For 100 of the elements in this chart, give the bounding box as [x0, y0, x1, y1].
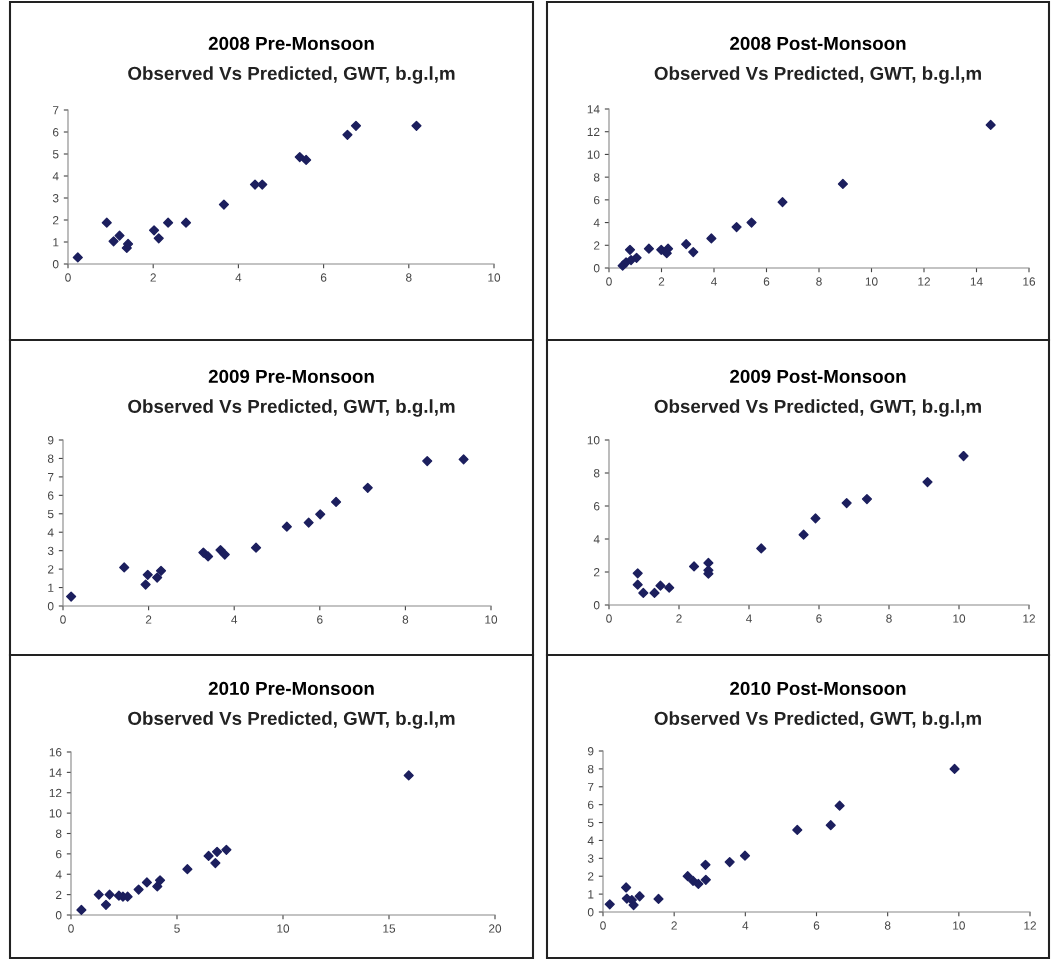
x-tick-label: 10	[953, 614, 966, 623]
y-tick-label: 4	[55, 870, 62, 879]
x-tick-label: 0	[600, 921, 606, 930]
x-tick-label: 14	[970, 277, 983, 286]
x-tick-label: 8	[886, 614, 892, 623]
y-tick-label: 10	[587, 436, 600, 445]
y-tick-label: 9	[587, 747, 594, 756]
y-tick-label: 4	[587, 836, 594, 845]
chart-title: 2009 Pre-Monsoon	[208, 369, 374, 384]
y-tick-label: 7	[48, 473, 54, 482]
y-tick-label: 10	[49, 809, 62, 818]
y-tick-label: 0	[593, 601, 600, 610]
y-tick-label: 5	[47, 509, 54, 519]
chart-title: 2010 Post-Monsoon	[730, 681, 906, 696]
x-tick-label: 0	[65, 273, 71, 282]
x-tick-label: 10	[953, 921, 965, 930]
y-tick-label: 8	[593, 469, 600, 478]
chart-title: 2008 Pre-Monsoon	[208, 36, 374, 51]
x-tick-label: 4	[742, 921, 749, 930]
y-tick-label: 7	[588, 782, 594, 792]
x-tick-label: 10	[485, 615, 498, 624]
y-tick-label: 0	[55, 911, 62, 920]
x-tick-label: 6	[763, 277, 770, 286]
y-tick-label: 0	[52, 260, 59, 269]
x-tick-label: 15	[383, 924, 396, 933]
y-tick-label: 4	[593, 535, 600, 544]
x-tick-label: 0	[606, 614, 612, 623]
x-tick-label: 0	[68, 924, 74, 933]
y-tick-label: 0	[587, 908, 594, 917]
x-tick-label: 5	[174, 924, 180, 933]
y-tick-label: 4	[52, 172, 59, 181]
chart-title: 2009 Post-Monsoon	[730, 369, 906, 384]
x-tick-label: 10	[277, 924, 290, 933]
y-tick-label: 12	[587, 127, 600, 136]
x-tick-label: 0	[606, 277, 612, 286]
y-tick-label: 10	[587, 150, 600, 159]
x-tick-label: 10	[865, 277, 878, 286]
x-tick-label: 4	[231, 615, 238, 624]
chart-subtitle: Observed Vs Predicted, GWT, b.g.l,m	[128, 66, 455, 84]
chart-subtitle: Observed Vs Predicted, GWT, b.g.l,m	[128, 711, 455, 729]
y-tick-label: 0	[593, 264, 600, 273]
x-tick-label: 6	[813, 921, 820, 930]
x-tick-label: 10	[488, 273, 501, 282]
y-tick-label: 3	[52, 194, 59, 203]
y-tick-label: 2	[594, 241, 600, 250]
y-tick-label: 7	[53, 106, 59, 115]
y-tick-label: 8	[587, 764, 594, 774]
x-tick-label: 6	[317, 615, 323, 624]
x-tick-label: 20	[489, 924, 502, 933]
y-tick-label: 8	[47, 454, 54, 463]
chart-title: 2010 Pre-Monsoon	[208, 681, 374, 696]
y-tick-label: 2	[56, 890, 62, 899]
x-tick-label: 8	[406, 273, 412, 282]
y-tick-label: 14	[587, 105, 600, 114]
y-tick-label: 6	[588, 800, 594, 810]
x-tick-label: 4	[710, 277, 717, 286]
x-tick-label: 2	[658, 277, 665, 286]
y-tick-label: 8	[55, 829, 62, 838]
y-tick-label: 1	[53, 238, 59, 247]
y-tick-label: 2	[594, 568, 600, 577]
x-tick-label: 8	[816, 277, 822, 286]
y-tick-label: 12	[49, 788, 62, 798]
y-tick-label: 16	[49, 748, 62, 757]
x-tick-label: 6	[320, 273, 327, 282]
y-tick-label: 2	[48, 565, 54, 574]
y-tick-label: 6	[53, 128, 59, 137]
x-tick-label: 12	[1023, 614, 1035, 623]
chart-title: 2008 Post-Monsoon	[730, 36, 906, 51]
y-tick-label: 1	[48, 583, 54, 592]
y-tick-label: 0	[47, 602, 54, 611]
y-tick-label: 6	[594, 195, 600, 205]
y-tick-label: 1	[588, 890, 594, 899]
y-tick-label: 8	[593, 173, 600, 182]
y-tick-label: 9	[47, 436, 54, 445]
y-tick-label: 2	[588, 872, 594, 881]
x-tick-label: 12	[918, 277, 930, 286]
y-tick-label: 4	[593, 218, 600, 227]
x-tick-label: 16	[1023, 277, 1036, 286]
x-tick-label: 2	[676, 614, 682, 623]
chart-subtitle: Observed Vs Predicted, GWT, b.g.l,m	[654, 711, 981, 729]
x-tick-label: 2	[150, 273, 156, 282]
y-tick-label: 5	[587, 818, 594, 827]
chart-subtitle: Observed Vs Predicted, GWT, b.g.l,m	[654, 399, 981, 417]
x-tick-label: 2	[671, 921, 677, 930]
x-tick-label: 6	[816, 614, 822, 623]
chart-subtitle: Observed Vs Predicted, GWT, b.g.l,m	[654, 66, 981, 84]
y-tick-label: 3	[587, 854, 594, 863]
chart-subtitle: Observed Vs Predicted, GWT, b.g.l,m	[128, 399, 455, 417]
x-tick-label: 12	[1024, 921, 1036, 930]
x-tick-label: 8	[884, 921, 891, 930]
x-tick-label: 4	[745, 614, 752, 623]
y-tick-label: 6	[56, 849, 62, 859]
x-tick-label: 8	[402, 615, 409, 624]
y-tick-label: 6	[594, 502, 600, 511]
x-tick-label: 2	[145, 615, 152, 624]
x-tick-label: 4	[235, 273, 242, 282]
y-tick-label: 3	[47, 546, 54, 556]
y-tick-label: 6	[48, 491, 54, 500]
y-tick-label: 5	[52, 150, 59, 159]
y-tick-label: 4	[47, 528, 54, 537]
